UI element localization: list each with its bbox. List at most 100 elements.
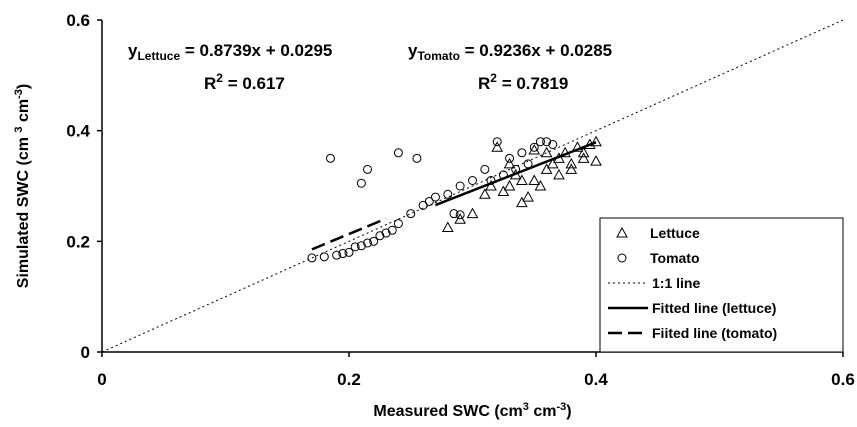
circle-marker xyxy=(356,241,366,251)
x-axis-label: Measured SWC (cm3 cm-3) xyxy=(373,401,571,420)
circle-marker xyxy=(350,242,360,252)
circle-marker xyxy=(338,249,348,259)
circle-marker xyxy=(319,252,329,262)
triangle-marker xyxy=(516,196,528,208)
label-text: ) xyxy=(15,84,32,89)
triangle-marker xyxy=(528,174,541,185)
circle-marker xyxy=(363,164,373,174)
circle-marker xyxy=(332,250,342,260)
circle-marker xyxy=(548,140,558,149)
triangle-marker xyxy=(466,207,479,219)
triangle-marker xyxy=(577,146,590,158)
annotation: R2 = 0.617 xyxy=(204,71,285,93)
triangle-marker xyxy=(616,226,628,238)
y-tick-label: 0.6 xyxy=(66,11,90,30)
circle-marker xyxy=(375,231,385,241)
circle-marker xyxy=(307,253,317,263)
circle-marker xyxy=(529,142,539,152)
circle-marker xyxy=(455,181,465,191)
triangle-marker xyxy=(497,185,510,197)
triangle-marker xyxy=(546,157,559,169)
line xyxy=(311,217,387,251)
circle-marker xyxy=(443,189,453,199)
triangle-marker xyxy=(553,152,565,163)
annotation: R2 = 0.7819 xyxy=(478,71,568,93)
legend-label: Lettuce xyxy=(650,225,700,241)
triangle-marker xyxy=(509,168,522,180)
legend-label: Fitted line (lettuce) xyxy=(652,300,776,316)
triangle-marker xyxy=(565,157,578,169)
triangle-marker xyxy=(441,221,454,232)
triangle-marker xyxy=(577,152,590,163)
triangle-marker xyxy=(454,213,466,224)
legend-label: Fiited line (tomato) xyxy=(652,325,777,341)
circle-marker xyxy=(406,209,416,219)
superscript: 3 xyxy=(13,126,25,132)
triangle-marker xyxy=(590,135,602,147)
annotation: yLettuce = 0.8739x + 0.0295 xyxy=(128,41,332,63)
triangle-marker xyxy=(553,168,565,180)
circle-marker xyxy=(393,219,403,229)
y-axis-label: Simulated SWC (cm 3 cm-3) xyxy=(13,84,32,288)
circle-marker xyxy=(480,164,490,174)
triangle-marker xyxy=(503,157,516,169)
label-text: cm xyxy=(529,403,557,420)
triangle-marker xyxy=(522,191,534,202)
x-tick-label: 0.4 xyxy=(584,370,608,389)
superscript: 3 xyxy=(523,401,529,413)
triangle-marker xyxy=(559,146,571,158)
label-text: Simulated SWC (cm xyxy=(15,133,32,289)
triangle-marker xyxy=(590,155,602,166)
circle-marker xyxy=(424,196,434,206)
y-tick-label: 0.2 xyxy=(66,232,90,251)
circle-marker xyxy=(369,236,379,246)
circle-marker xyxy=(430,192,440,202)
circle-marker xyxy=(449,209,459,219)
triangle-marker xyxy=(540,146,553,158)
circle-marker xyxy=(486,175,496,185)
superscript: -3 xyxy=(13,89,25,99)
line xyxy=(101,19,844,353)
triangle-marker xyxy=(503,179,516,191)
triangle-marker xyxy=(485,179,497,191)
x-tick-label: 0 xyxy=(97,370,106,389)
circle-marker xyxy=(542,137,552,147)
legend-label: 1:1 line xyxy=(652,275,700,291)
triangle-marker xyxy=(540,163,553,174)
label-text: ) xyxy=(566,403,571,420)
x-tick-label: 0.6 xyxy=(831,370,855,389)
legend-label: Tomato xyxy=(650,250,700,266)
y-tick-label: 0.4 xyxy=(66,122,90,141)
label-text: cm xyxy=(15,99,32,127)
circle-marker xyxy=(468,175,477,185)
circle-marker xyxy=(492,137,502,147)
circle-marker xyxy=(523,159,533,169)
circle-marker xyxy=(387,225,397,235)
triangle-marker xyxy=(479,188,491,199)
circle-marker xyxy=(344,247,354,257)
circle-marker xyxy=(393,148,403,158)
circle-marker xyxy=(498,170,508,180)
circle-marker xyxy=(617,253,627,263)
triangle-marker xyxy=(565,163,578,174)
triangle-marker xyxy=(491,141,504,152)
circle-marker xyxy=(363,238,373,248)
annotation: yTomato = 0.9236x + 0.0285 xyxy=(408,41,612,63)
circle-marker xyxy=(517,148,527,158)
triangle-marker xyxy=(571,141,584,152)
label-text: Measured SWC (cm xyxy=(373,403,522,420)
triangle-marker xyxy=(528,144,541,155)
legend-box xyxy=(599,217,844,353)
circle-marker xyxy=(455,210,465,220)
circle-marker xyxy=(325,153,335,163)
superscript: -3 xyxy=(556,401,566,413)
triangle-marker xyxy=(516,174,528,185)
circle-marker xyxy=(356,178,366,188)
circle-marker xyxy=(511,164,521,174)
y-tick-label: 0 xyxy=(81,343,90,362)
circle-marker xyxy=(412,153,422,163)
circle-marker xyxy=(381,228,391,238)
x-tick-label: 0.2 xyxy=(337,370,361,389)
triangle-marker xyxy=(534,179,547,191)
